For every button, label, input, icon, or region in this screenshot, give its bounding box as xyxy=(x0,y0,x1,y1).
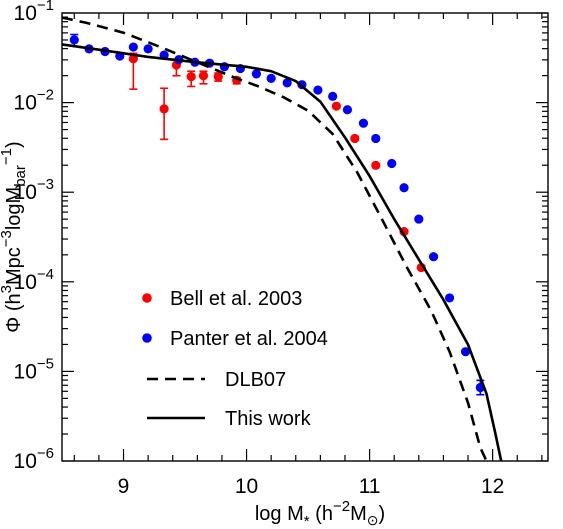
data-point-panter-et-al-2004 xyxy=(444,293,455,303)
data-point-bell-et-al-2003 xyxy=(331,101,341,111)
legend-marker xyxy=(142,293,152,303)
x-axis-label: log M* (h−2M⊙) xyxy=(255,498,385,529)
data-point-panter-et-al-2004 xyxy=(266,73,276,84)
y-tick-label: 10−4 xyxy=(14,266,54,294)
x-tick-label: 10 xyxy=(235,475,258,498)
point-marker xyxy=(331,101,341,111)
data-point-bell-et-al-2003 xyxy=(128,52,138,90)
point-marker xyxy=(371,160,381,170)
legend-item: DLB07 xyxy=(147,369,286,391)
legend-label: Bell et al. 2003 xyxy=(170,288,302,310)
data-point-panter-et-al-2004 xyxy=(251,69,261,79)
data-point-bell-et-al-2003 xyxy=(159,87,169,141)
data-point-bell-et-al-2003 xyxy=(371,160,381,170)
legend-item: Bell et al. 2003 xyxy=(142,288,302,310)
legend-label: DLB07 xyxy=(225,369,286,391)
legend-label: Panter et al. 2004 xyxy=(170,328,328,350)
y-tick-label: 10−1 xyxy=(14,0,54,25)
axis-labels: log M* (h−2M⊙) Φ (h3Mpc−3logMbar−1) xyxy=(0,141,385,529)
point-marker xyxy=(69,35,79,45)
point-marker xyxy=(313,85,323,95)
y-tick-label: 10−5 xyxy=(14,355,54,383)
data-point-panter-et-al-2004 xyxy=(128,42,138,52)
legend-marker xyxy=(142,333,152,343)
point-marker xyxy=(444,293,455,303)
data-point-panter-et-al-2004 xyxy=(358,118,369,128)
point-marker xyxy=(143,44,153,54)
data-point-panter-et-al-2004 xyxy=(460,347,471,357)
point-marker xyxy=(387,158,397,169)
y-tick-label: 10−6 xyxy=(14,445,54,473)
data-point-panter-et-al-2004 xyxy=(399,183,409,193)
point-marker xyxy=(414,214,424,224)
data-point-panter-et-al-2004 xyxy=(342,105,353,115)
x-tick-label: 9 xyxy=(118,475,130,498)
point-marker xyxy=(428,252,439,262)
point-marker xyxy=(342,105,353,115)
data-point-panter-et-al-2004 xyxy=(143,44,153,54)
x-tick-label: 11 xyxy=(359,475,381,498)
series-line-dlb07 xyxy=(62,16,488,461)
point-marker xyxy=(282,78,292,88)
y-tick-label: 10−2 xyxy=(14,87,54,115)
y-tick-label: 10−3 xyxy=(14,176,54,204)
point-marker xyxy=(399,183,409,193)
legend-label: This work xyxy=(225,408,312,430)
axes-layer: 9 10 11 12 10−6 10−5 10−4 10−3 10−2 10−1 xyxy=(14,0,549,498)
data-point-bell-et-al-2003 xyxy=(350,133,360,144)
point-marker xyxy=(213,72,223,82)
plot-frame xyxy=(61,12,549,462)
data-point-panter-et-al-2004 xyxy=(387,158,397,169)
data-point-bell-et-al-2003 xyxy=(186,70,196,88)
point-marker xyxy=(460,347,471,357)
x-tick-label: 12 xyxy=(481,475,504,498)
data-point-panter-et-al-2004 xyxy=(371,133,381,144)
data-point-bell-et-al-2003 xyxy=(198,70,209,85)
point-marker xyxy=(266,73,276,84)
data-layer xyxy=(62,16,503,461)
data-point-panter-et-al-2004 xyxy=(282,78,292,88)
point-marker xyxy=(328,91,338,101)
point-marker xyxy=(251,69,261,79)
series-line-this-work xyxy=(62,43,503,461)
point-marker xyxy=(198,71,209,81)
point-marker xyxy=(159,104,169,114)
y-axis-label: Φ (h3Mpc−3logMbar−1) xyxy=(0,141,29,332)
point-marker xyxy=(350,133,360,144)
data-point-panter-et-al-2004 xyxy=(328,91,338,101)
legend-item: This work xyxy=(147,408,312,430)
point-marker xyxy=(371,133,381,144)
data-point-panter-et-al-2004 xyxy=(313,85,323,95)
data-point-panter-et-al-2004 xyxy=(428,252,439,262)
point-marker xyxy=(128,54,138,64)
point-marker xyxy=(186,72,196,82)
point-marker xyxy=(358,118,369,128)
legend: Bell et al. 2003 Panter et al. 2004 DLB07 T… xyxy=(142,288,328,430)
legend-item: Panter et al. 2004 xyxy=(142,328,328,350)
data-point-panter-et-al-2004 xyxy=(414,214,424,224)
point-marker xyxy=(128,42,138,52)
